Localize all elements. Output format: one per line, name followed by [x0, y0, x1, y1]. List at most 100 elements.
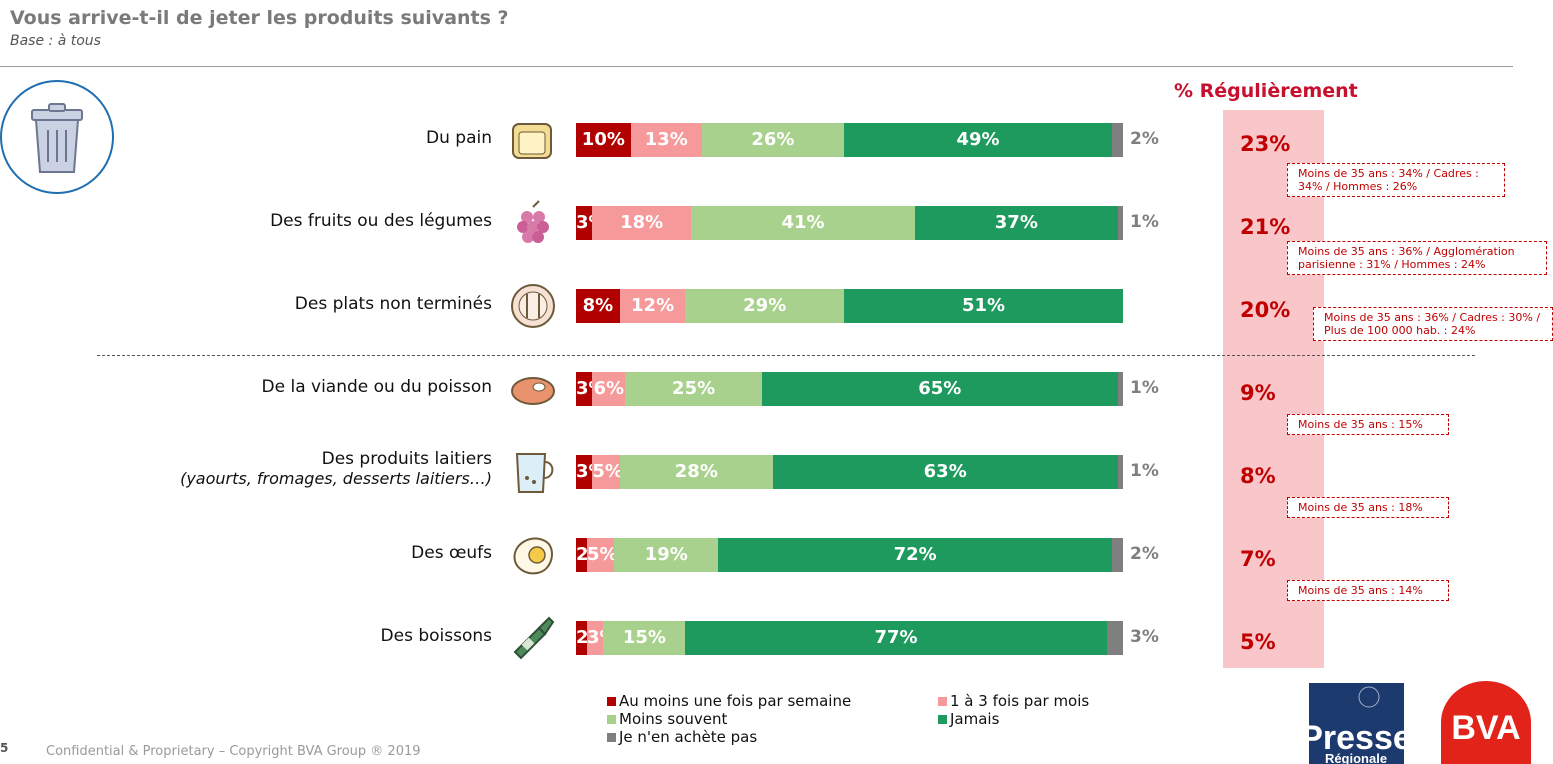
data-label: 6%	[593, 378, 625, 399]
data-label: 18%	[620, 212, 664, 233]
bar-segment-never: 49%	[844, 123, 1113, 157]
presse-regionale-logo: Presse Régionale	[1309, 683, 1404, 764]
bar-segment-less: 29%	[685, 289, 845, 323]
bar-segment-never: 63%	[772, 455, 1118, 489]
legend-label: Je n'en achète pas	[619, 728, 758, 746]
bar-segment-less: 25%	[625, 372, 762, 406]
bar-segment-monthly: 12%	[619, 289, 686, 323]
legend-label: 1 à 3 fois par mois	[950, 692, 1090, 710]
data-label: 65%	[918, 378, 962, 399]
data-label: 28%	[674, 461, 718, 482]
category-name: Des boissons	[380, 626, 492, 646]
legend-swatch	[607, 733, 616, 742]
category-name: Des fruits ou des légumes	[270, 211, 492, 231]
data-label: 41%	[781, 212, 825, 233]
category-name: Des plats non terminés	[294, 294, 492, 314]
bar-segment-weekly: 3%	[576, 372, 607, 406]
data-label: 63%	[923, 461, 967, 482]
bar-segment-never: 51%	[844, 289, 1123, 323]
data-label: 72%	[893, 544, 937, 565]
data-label: 5%	[592, 461, 623, 482]
regulierement-value: 8%	[1240, 464, 1276, 488]
legend-item: Au moins une fois par semaine	[607, 692, 851, 710]
bar-segment-less: 26%	[701, 123, 845, 157]
chart-title: Vous arrive-t-il de jeter les produits s…	[10, 7, 509, 29]
bva-logo-text: BVA	[1451, 709, 1520, 747]
bar-segment-less: 28%	[619, 455, 773, 489]
data-label: 19%	[644, 544, 688, 565]
bva-logo: BVA	[1441, 681, 1531, 764]
regulierement-value: 23%	[1240, 132, 1291, 156]
bar-segment-monthly: 3%	[586, 621, 618, 655]
category-name: Du pain	[426, 128, 492, 148]
category-name: De la viande ou du poisson	[261, 377, 492, 397]
legend-swatch	[607, 697, 616, 706]
header-divider	[0, 66, 1513, 67]
breakdown-callout: Moins de 35 ans : 18%	[1287, 497, 1449, 518]
category-sublabel: (yaourts, fromages, desserts laitiers…)	[180, 469, 492, 488]
regulierement-title: % Régulièrement	[1174, 80, 1358, 102]
legend-label: Jamais	[950, 710, 1000, 728]
steak-icon	[509, 365, 557, 413]
regulierement-value: 20%	[1240, 298, 1291, 322]
na-value-label: 2%	[1130, 544, 1159, 564]
category-label: Du pain	[426, 128, 492, 148]
bar-segment-monthly: 18%	[592, 206, 691, 240]
data-label: 37%	[994, 212, 1038, 233]
category-label: De la viande ou du poisson	[262, 377, 492, 397]
bar-segment-less: 15%	[603, 621, 686, 655]
bar-segment-monthly: 13%	[630, 123, 702, 157]
category-name: Des œufs	[411, 543, 492, 563]
breakdown-callout: Moins de 35 ans : 34% / Cadres : 34% / H…	[1287, 163, 1505, 197]
legend-item: Je n'en achète pas	[607, 728, 757, 746]
group-separator	[97, 355, 1475, 356]
bar-segment-never: 37%	[915, 206, 1118, 240]
bread-icon	[509, 116, 557, 164]
presse-logo-text: Presse	[1309, 719, 1404, 757]
data-label: 12%	[631, 295, 675, 316]
data-label: 8%	[582, 295, 614, 316]
legend-swatch	[938, 697, 947, 706]
data-label: 15%	[622, 627, 666, 648]
data-label: 29%	[743, 295, 787, 316]
bar-segment-never: 72%	[718, 538, 1113, 572]
data-label: 10%	[581, 129, 625, 150]
na-value-label: 1%	[1130, 461, 1159, 481]
category-label: Des produits laitiers (yaourts, fromages,…	[180, 449, 492, 488]
data-label: 26%	[751, 129, 795, 150]
breakdown-callout: Moins de 35 ans : 14%	[1287, 580, 1449, 601]
breakdown-callout: Moins de 35 ans : 15%	[1287, 414, 1449, 435]
category-label: Des plats non terminés	[295, 294, 492, 314]
bar-segment-na	[1112, 123, 1123, 157]
regulierement-value: 5%	[1240, 630, 1276, 654]
bar-segment-monthly: 6%	[592, 372, 626, 406]
legend-swatch	[938, 715, 947, 724]
category-label: Des œufs	[411, 543, 492, 563]
bottle-icon	[509, 614, 557, 662]
page-number: 5	[0, 741, 9, 755]
breakdown-callout: Moins de 35 ans : 36% / Agglomération pa…	[1287, 241, 1547, 275]
legend-item: Moins souvent	[607, 710, 727, 728]
bar-segment-na	[1117, 455, 1123, 489]
regulierement-value: 21%	[1240, 215, 1291, 239]
category-label: Des boissons	[381, 626, 492, 646]
milk-jug-icon	[509, 448, 557, 496]
bar-segment-never: 65%	[761, 372, 1118, 406]
bar-segment-monthly: 5%	[592, 455, 623, 489]
fried-egg-icon	[509, 531, 557, 579]
bar-segment-weekly: 2%	[576, 621, 607, 655]
bar-segment-weekly: 10%	[576, 123, 631, 157]
bar-segment-weekly: 3%	[576, 206, 607, 240]
trash-bin-icon	[0, 80, 114, 194]
raspberry-icon	[509, 199, 557, 247]
bar-segment-less: 41%	[690, 206, 916, 240]
bar-segment-na	[1117, 206, 1123, 240]
regulierement-value: 9%	[1240, 381, 1276, 405]
bar-segment-never: 77%	[685, 621, 1107, 655]
data-label: 51%	[961, 295, 1006, 316]
data-label: 13%	[644, 129, 688, 150]
regulierement-column	[1223, 110, 1324, 668]
legend-item: Jamais	[938, 710, 999, 728]
bar-segment-monthly: 5%	[586, 538, 618, 572]
bar-segment-na	[1112, 538, 1123, 572]
